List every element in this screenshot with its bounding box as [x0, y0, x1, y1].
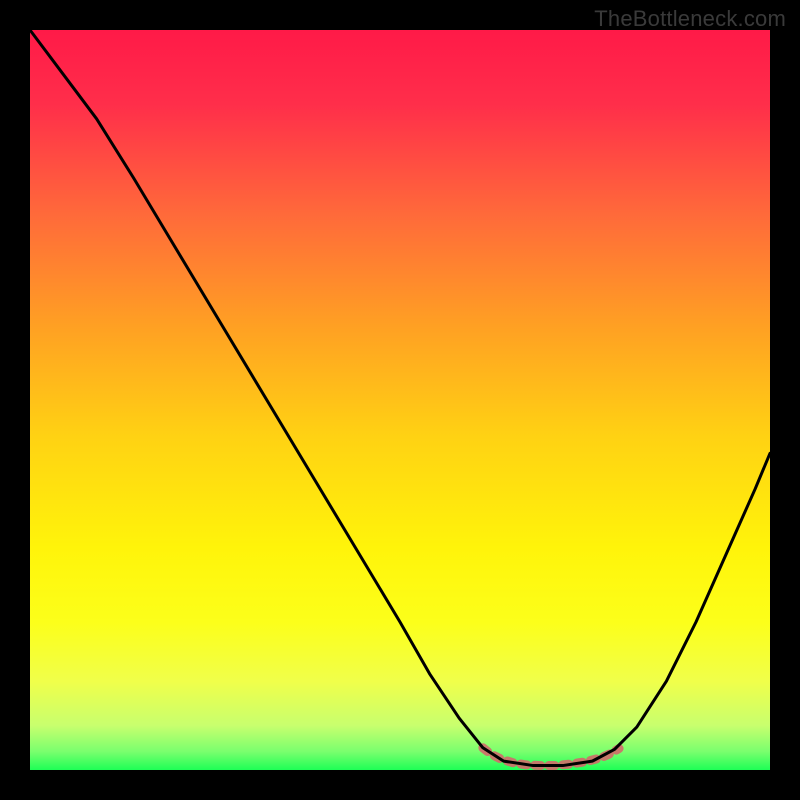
bottleneck-chart	[0, 0, 800, 800]
chart-container: TheBottleneck.com	[0, 0, 800, 800]
